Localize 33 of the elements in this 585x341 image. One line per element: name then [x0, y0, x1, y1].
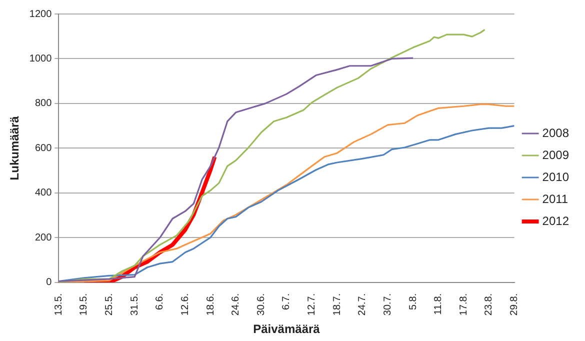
y-tick-label: 400: [34, 188, 52, 199]
x-tick-label: 17.8.: [458, 293, 470, 316]
x-tick-label: 30.7.: [382, 293, 394, 316]
x-tick-label: 11.8.: [433, 293, 444, 315]
x-tick-label: 18.7.: [332, 293, 343, 316]
x-tick-label: 31.5.: [129, 293, 140, 316]
x-tick-label: 23.8.: [484, 293, 495, 316]
y-tick-label: 1200: [29, 8, 52, 20]
legend-label: 2010: [542, 170, 570, 184]
x-tick-label: 12.6.: [180, 293, 191, 316]
x-tick-label: 24.6.: [230, 293, 242, 316]
legend-label: 2008: [542, 126, 570, 140]
y-tick-label: 0: [46, 277, 52, 288]
y-tick-label: 800: [34, 98, 52, 110]
x-tick-label: 18.6.: [205, 293, 216, 316]
y-tick-label: 1000: [29, 53, 52, 64]
x-tick-label: 29.8.: [509, 293, 520, 316]
x-tick-label: 12.7.: [306, 293, 318, 316]
legend-label: 2009: [542, 148, 570, 162]
x-tick-label: 13.5.: [53, 293, 64, 316]
x-tick-label: 6.6.: [154, 293, 166, 310]
legend-label: 2012: [542, 214, 570, 228]
y-axis-title: Lukumäärä: [8, 116, 22, 180]
x-tick-label: 24.7.: [357, 293, 368, 316]
x-tick-label: 6.7.: [281, 293, 292, 310]
x-axis-title: Päivämäärä: [253, 322, 320, 336]
x-tick-label: 30.6.: [256, 293, 267, 316]
y-tick-label: 200: [34, 232, 52, 244]
x-tick-label: 25.5.: [104, 293, 116, 316]
x-tick-label: 5.8.: [408, 293, 419, 310]
x-tick-label: 19.5.: [78, 293, 90, 316]
y-tick-label: 600: [34, 142, 52, 154]
legend-label: 2011: [542, 192, 568, 206]
